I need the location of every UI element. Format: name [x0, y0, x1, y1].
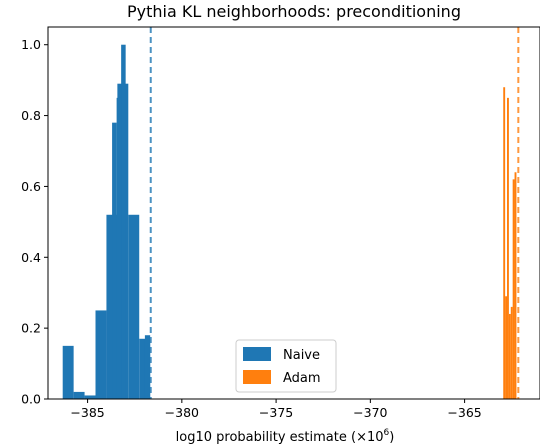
legend-swatch-adam	[243, 370, 271, 384]
y-tick-label: 0.6	[21, 179, 41, 194]
bars-layer	[62, 44, 517, 400]
histogram-bar-naive-9	[116, 97, 122, 400]
chart-title: Pythia KL neighborhoods: preconditioning	[127, 2, 461, 21]
y-tick-label: 0.4	[21, 250, 41, 265]
legend-swatch-naive	[243, 347, 271, 361]
histogram-bar-naive-2	[84, 395, 96, 399]
histogram-bar-naive-6	[128, 214, 140, 399]
x-axis-ticks: −385 −380 −375 −370 −365	[70, 399, 482, 420]
histogram-bar-adam-3	[508, 313, 511, 399]
x-tick-label: −365	[447, 405, 481, 420]
histogram-bar-naive-7	[139, 338, 151, 399]
histogram-bar-adam-1	[505, 296, 508, 399]
x-tick-label: −370	[353, 405, 387, 420]
histogram-bar-naive-1	[73, 391, 85, 399]
y-tick-label: 1.0	[21, 37, 41, 52]
histogram-bar-adam-4	[510, 306, 513, 399]
x-axis-label: log10 probability estimate (×106)	[176, 428, 395, 445]
y-tick-label: 0.0	[21, 392, 41, 407]
y-tick-label: 0.8	[21, 108, 41, 123]
x-tick-label: −375	[259, 405, 293, 420]
histogram-bar-adam-0	[503, 87, 506, 399]
histogram-bar-adam-5	[512, 179, 515, 399]
y-tick-label: 0.2	[21, 321, 41, 336]
x-tick-label: −385	[70, 405, 104, 420]
legend-label-adam: Adam	[283, 371, 321, 386]
legend: Naive Adam	[235, 339, 337, 393]
y-axis-ticks: 0.0 0.2 0.4 0.6 0.8 1.0	[21, 37, 48, 407]
x-tick-label: −380	[165, 405, 199, 420]
legend-label-naive: Naive	[283, 348, 320, 363]
histogram-bar-naive-3	[95, 310, 107, 399]
histogram-bar-adam-2	[507, 97, 509, 400]
axes-frame	[47, 26, 540, 400]
histogram-bar-adam-6	[514, 172, 517, 399]
mean-lines-layer	[149, 27, 520, 399]
histogram-bar-naive-4	[106, 214, 118, 399]
histogram-bar-naive-8	[112, 122, 117, 399]
histogram-bar-naive-11	[144, 335, 151, 399]
histogram-bar-naive-10	[121, 44, 126, 400]
histogram-bar-naive-0	[62, 345, 74, 399]
